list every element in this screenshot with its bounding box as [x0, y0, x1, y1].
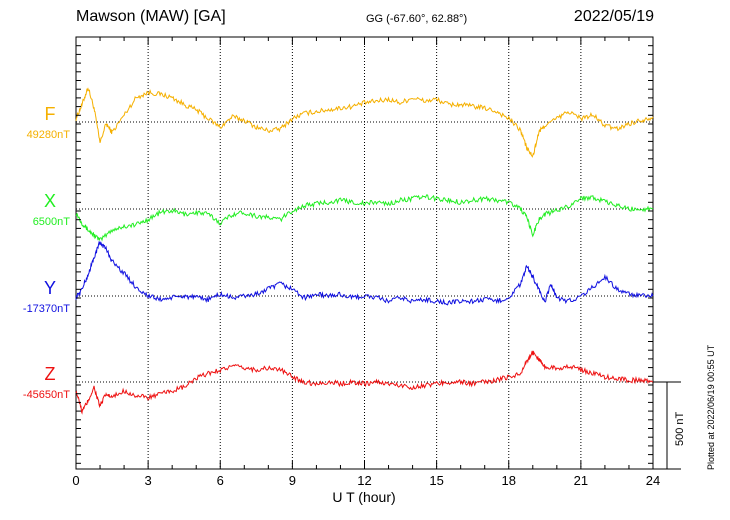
x-tick-label: 12	[357, 473, 371, 488]
x-tick-label: 15	[429, 473, 443, 488]
x-axis-title: U T (hour)	[332, 489, 395, 505]
plotted-timestamp: Plotted at 2022/06/19 00:55 UT	[706, 344, 716, 470]
baseline-value-y: -17370nT	[23, 303, 70, 315]
baseline-value-x: 6500nT	[33, 216, 71, 228]
x-tick-label: 6	[217, 473, 224, 488]
component-label-z: Z	[45, 364, 56, 384]
axis-ticks	[75, 36, 654, 469]
x-tick-label: 9	[289, 473, 296, 488]
component-label-y: Y	[44, 278, 56, 298]
plot-date: 2022/05/19	[573, 8, 654, 25]
x-tick-label: 21	[574, 473, 588, 488]
trace-f	[75, 87, 654, 158]
component-label-x: X	[44, 191, 56, 211]
trace-group	[75, 87, 654, 415]
scale-bar: 500 nT	[653, 381, 686, 470]
x-tick-label: 0	[72, 473, 79, 488]
baseline-value-z: -45650nT	[23, 389, 70, 401]
x-tick-label: 18	[502, 473, 516, 488]
trace-x	[75, 194, 654, 242]
grid-lines	[147, 37, 582, 469]
trace-z	[75, 350, 654, 415]
x-tick-labels: 0 3 6 9 12 15 18 21 24	[72, 473, 660, 488]
x-tick-label: 24	[646, 473, 660, 488]
component-label-f: F	[45, 104, 56, 124]
x-tick-label: 3	[145, 473, 152, 488]
trace-y	[75, 240, 654, 306]
station-title: Mawson (MAW) [GA]	[76, 8, 226, 25]
station-coordinates: GG (-67.60°, 62.88°)	[366, 13, 468, 25]
baseline-value-f: 49280nT	[27, 129, 71, 141]
component-labels: F 49280nT X 6500nT Y -17370nT Z -45650nT	[23, 104, 70, 401]
scale-bar-label: 500 nT	[674, 411, 686, 446]
